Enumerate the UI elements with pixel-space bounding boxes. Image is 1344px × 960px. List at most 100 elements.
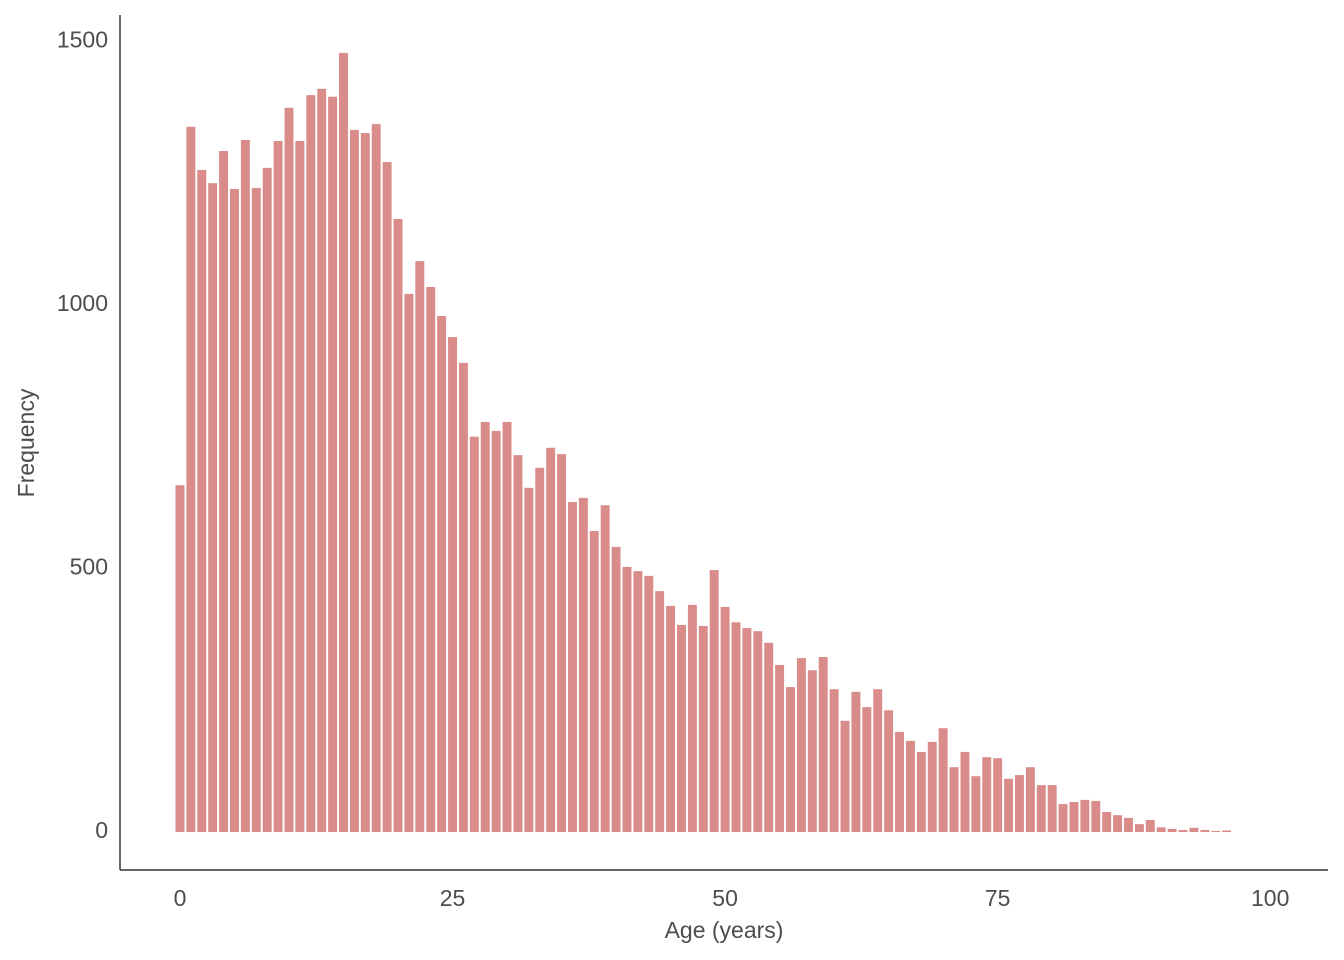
bar (415, 261, 425, 833)
bar (404, 293, 414, 833)
bar (742, 628, 752, 833)
bar (873, 689, 883, 833)
bar (306, 95, 316, 833)
bar (339, 52, 348, 833)
bar (611, 546, 621, 833)
bar (1145, 819, 1155, 833)
bar (1047, 785, 1057, 833)
bar (698, 625, 708, 833)
x-tick-label: 25 (440, 885, 466, 911)
bar (567, 502, 577, 833)
bar (1178, 829, 1188, 833)
bar (829, 689, 839, 833)
x-axis-label: Age (years) (665, 917, 784, 943)
bar (840, 720, 850, 833)
x-tick-label: 100 (1251, 885, 1289, 911)
bar (1211, 830, 1221, 833)
bar (535, 467, 545, 833)
bar (851, 691, 861, 833)
bar (240, 139, 250, 833)
bar (666, 605, 676, 833)
bar (960, 751, 970, 833)
bar (731, 622, 741, 833)
bar (1102, 812, 1112, 833)
bar (786, 687, 795, 833)
bar (426, 286, 436, 833)
bar (1014, 775, 1024, 833)
bar (524, 487, 534, 833)
bar (317, 88, 327, 833)
bar (1069, 802, 1079, 833)
bar (175, 485, 185, 833)
bar (458, 362, 468, 833)
bar (600, 505, 610, 833)
bar (633, 571, 643, 833)
bar (230, 188, 239, 833)
bar (818, 657, 828, 833)
bar (753, 631, 763, 833)
bar (655, 591, 665, 833)
bar (807, 670, 817, 833)
bar (589, 531, 599, 833)
bar (720, 606, 730, 833)
y-tick-label: 0 (95, 817, 108, 843)
y-tick-label: 1000 (57, 290, 108, 316)
y-tick-label: 500 (70, 554, 108, 580)
bar (469, 436, 479, 833)
bar (764, 642, 774, 833)
x-tick-label: 50 (712, 885, 738, 911)
bar (644, 575, 654, 833)
bar (895, 731, 905, 833)
bar (273, 140, 283, 833)
bar (622, 566, 632, 833)
bar (1091, 800, 1101, 833)
bar (1156, 827, 1166, 833)
x-tick-label: 75 (985, 885, 1011, 911)
bar (360, 133, 370, 833)
bar (1025, 767, 1035, 833)
bar (480, 421, 490, 833)
bar (1080, 799, 1090, 833)
bar (513, 455, 523, 833)
bar (578, 497, 588, 833)
bar (208, 183, 218, 833)
bar (1113, 815, 1123, 833)
bar (677, 624, 686, 833)
bar (884, 710, 894, 833)
bar (186, 126, 196, 833)
bar (328, 96, 338, 833)
bar (437, 315, 447, 833)
bar (197, 169, 207, 833)
bar (1124, 817, 1133, 833)
bar (687, 604, 697, 833)
bar (382, 162, 392, 833)
bar (916, 751, 926, 833)
bar (971, 776, 981, 833)
bar (1189, 827, 1199, 833)
bar (1167, 828, 1177, 833)
bar (502, 421, 512, 833)
bar (775, 664, 785, 833)
bar (349, 129, 359, 833)
bar (927, 741, 937, 833)
bar (1036, 785, 1046, 833)
bar (393, 218, 403, 833)
bar (862, 707, 872, 833)
bar (251, 187, 261, 833)
bar (993, 758, 1003, 833)
x-tick-label: 0 (174, 885, 187, 911)
bar (557, 454, 567, 833)
y-axis-label: Frequency (13, 388, 39, 497)
bar (709, 570, 719, 833)
bar (949, 767, 959, 833)
bar (905, 740, 915, 833)
bar (371, 124, 381, 833)
bar (295, 140, 305, 833)
y-tick-label: 1500 (57, 26, 108, 52)
bar (219, 150, 229, 833)
bar (938, 728, 948, 833)
bar (1004, 778, 1014, 833)
bar (546, 447, 556, 833)
bar (1200, 829, 1210, 833)
